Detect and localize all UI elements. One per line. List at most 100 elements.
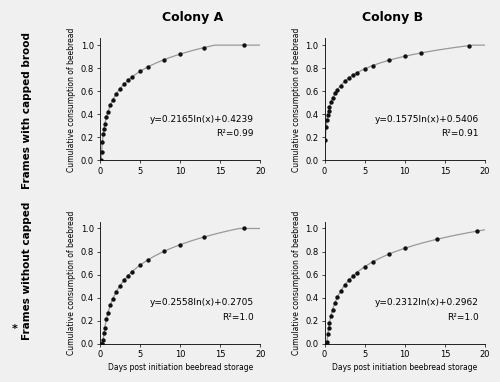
- Point: [360, 264, 368, 270]
- Point: [102, 316, 110, 322]
- Point: [176, 51, 184, 57]
- Y-axis label: Cumulative consumption of beebread: Cumulative consumption of beebread: [292, 210, 301, 355]
- Point: [348, 273, 356, 279]
- Point: [101, 121, 109, 127]
- Point: [401, 245, 409, 251]
- Point: [322, 137, 330, 143]
- Point: [465, 42, 473, 49]
- Point: [112, 289, 120, 295]
- Point: [160, 248, 168, 254]
- Point: [109, 296, 117, 302]
- Text: Frames without capped: Frames without capped: [22, 202, 32, 340]
- Point: [200, 44, 208, 50]
- Point: [348, 72, 356, 78]
- Point: [385, 57, 393, 63]
- Point: [323, 117, 331, 123]
- Point: [331, 90, 339, 96]
- Text: Colony A: Colony A: [162, 11, 223, 24]
- Point: [97, 157, 105, 163]
- Point: [433, 236, 441, 242]
- X-axis label: Days post initiation beebread storage: Days post initiation beebread storage: [108, 363, 253, 372]
- Point: [240, 225, 248, 231]
- Text: y=0.2312ln(x)+0.2962: y=0.2312ln(x)+0.2962: [374, 298, 478, 307]
- Text: Frames with capped brood: Frames with capped brood: [22, 32, 32, 189]
- Point: [324, 331, 332, 337]
- Point: [176, 242, 184, 248]
- Point: [124, 77, 132, 83]
- Text: R²=0.99: R²=0.99: [216, 129, 254, 138]
- Point: [104, 309, 112, 316]
- Point: [136, 262, 144, 268]
- Text: y=0.2558ln(x)+0.2705: y=0.2558ln(x)+0.2705: [150, 298, 254, 307]
- Point: [106, 302, 114, 308]
- Text: Colony B: Colony B: [362, 11, 423, 24]
- Text: *: *: [12, 324, 18, 333]
- Point: [344, 277, 352, 283]
- Point: [368, 63, 376, 69]
- Point: [322, 124, 330, 130]
- Text: R²=0.91: R²=0.91: [441, 129, 478, 138]
- Point: [112, 91, 120, 97]
- Text: R²=1.0: R²=1.0: [447, 313, 478, 322]
- Point: [101, 325, 109, 331]
- Point: [360, 66, 368, 72]
- Point: [98, 139, 106, 145]
- Point: [120, 277, 128, 283]
- Point: [401, 53, 409, 59]
- Point: [327, 99, 335, 105]
- Point: [144, 64, 152, 70]
- Point: [368, 259, 376, 265]
- Point: [98, 341, 106, 347]
- Point: [340, 282, 348, 288]
- Point: [109, 97, 117, 103]
- Y-axis label: Cumulative consumption of beebread: Cumulative consumption of beebread: [68, 210, 76, 355]
- Point: [116, 86, 124, 92]
- Point: [334, 294, 342, 300]
- Point: [99, 337, 107, 343]
- Point: [124, 273, 132, 279]
- Point: [99, 131, 107, 138]
- Point: [100, 330, 108, 336]
- Point: [240, 42, 248, 48]
- Point: [97, 341, 105, 347]
- Point: [336, 83, 344, 89]
- Point: [344, 75, 352, 81]
- Point: [200, 234, 208, 240]
- Point: [144, 257, 152, 263]
- Text: y=0.2165ln(x)+0.4239: y=0.2165ln(x)+0.4239: [150, 115, 254, 124]
- Point: [352, 70, 360, 76]
- Point: [326, 104, 334, 110]
- Point: [102, 114, 110, 120]
- Point: [336, 288, 344, 294]
- Text: R²=1.0: R²=1.0: [222, 313, 254, 322]
- Point: [340, 78, 348, 84]
- Point: [352, 270, 360, 276]
- Point: [327, 312, 335, 319]
- X-axis label: Days post initiation beebread storage: Days post initiation beebread storage: [332, 363, 478, 372]
- Point: [323, 339, 331, 345]
- Point: [106, 102, 114, 108]
- Point: [100, 126, 108, 132]
- Point: [128, 74, 136, 80]
- Point: [331, 299, 339, 306]
- Point: [328, 307, 336, 313]
- Point: [104, 108, 112, 115]
- Y-axis label: Cumulative consumption of beebread: Cumulative consumption of beebread: [292, 27, 301, 172]
- Point: [417, 50, 425, 56]
- Point: [385, 251, 393, 257]
- Point: [128, 269, 136, 275]
- Point: [324, 325, 332, 331]
- Point: [328, 95, 336, 101]
- Text: y=0.1575ln(x)+0.5406: y=0.1575ln(x)+0.5406: [374, 115, 478, 124]
- Point: [136, 68, 144, 74]
- Point: [120, 81, 128, 87]
- Point: [116, 283, 124, 289]
- Y-axis label: Cumulative consumption of beebread: Cumulative consumption of beebread: [68, 27, 76, 172]
- Point: [324, 112, 332, 118]
- Point: [473, 228, 481, 234]
- Point: [98, 341, 106, 347]
- Point: [322, 341, 330, 347]
- Point: [322, 341, 330, 347]
- Point: [160, 57, 168, 63]
- Point: [326, 320, 334, 326]
